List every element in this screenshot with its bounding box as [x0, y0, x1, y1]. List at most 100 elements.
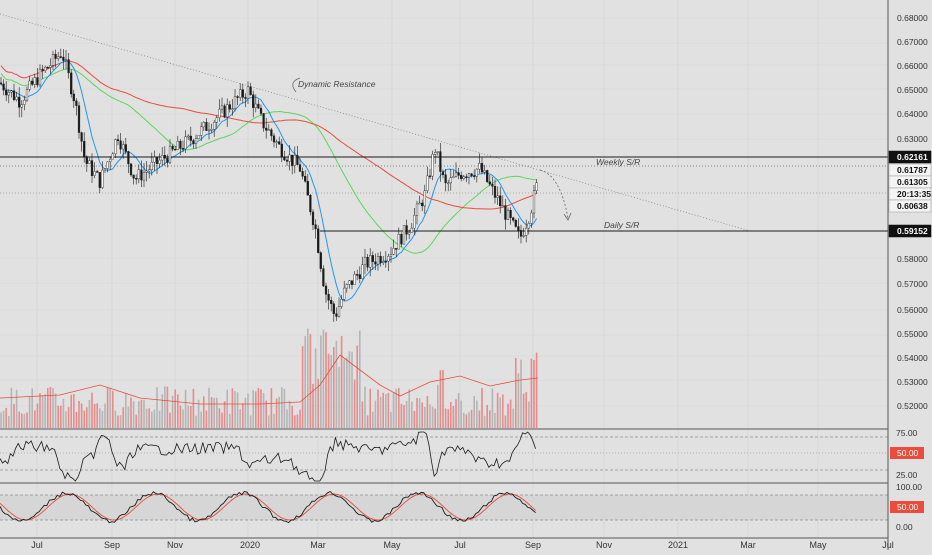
candle-body: [324, 285, 328, 295]
candle-body: [262, 113, 265, 129]
rsi-line: [0, 431, 536, 482]
volume-bar: [366, 415, 369, 428]
volume-bar: [364, 386, 366, 428]
volume-bar: [67, 407, 70, 428]
volume-bar: [478, 410, 481, 428]
volume-bar: [164, 386, 166, 428]
candle-body: [348, 280, 351, 285]
time-axis-label: Jul: [882, 540, 894, 550]
volume-bar: [39, 393, 41, 428]
volume-bar: [174, 389, 176, 428]
volume-bar: [260, 389, 262, 428]
candle-body: [421, 202, 424, 207]
stoch-d-line: [0, 493, 536, 521]
candle-body: [244, 97, 247, 99]
candle-body: [288, 154, 291, 162]
volume-bar: [278, 396, 280, 428]
volume-bar: [49, 386, 52, 428]
candle-body: [400, 234, 403, 245]
candle-body: [436, 151, 439, 153]
candle-body: [395, 248, 398, 250]
volume-bar: [143, 399, 145, 428]
time-axis-label: Sep: [104, 540, 120, 550]
volume-bar: [283, 388, 286, 428]
volume-bar: [465, 414, 468, 428]
candle-body: [103, 168, 107, 171]
candle-body: [439, 151, 442, 172]
candle-body: [444, 174, 447, 184]
volume-bar: [213, 397, 215, 428]
candle-body: [493, 186, 497, 198]
candle-body: [106, 161, 109, 169]
candle-body: [197, 135, 200, 140]
volume-bar: [0, 412, 2, 428]
volume-bar: [325, 332, 327, 428]
time-axis-label: Mar: [740, 540, 756, 550]
volume-bar: [444, 408, 447, 428]
candle-body: [457, 172, 460, 176]
candle-body: [327, 294, 330, 301]
volume-bar: [158, 410, 161, 428]
volume-bar: [88, 399, 91, 428]
stoch-pane: [0, 490, 888, 524]
volume-bar: [65, 411, 67, 428]
candle-body: [317, 228, 320, 253]
volume-bar: [73, 393, 75, 428]
candle-body: [293, 155, 296, 166]
volume-bar: [361, 401, 364, 428]
candle-body: [496, 195, 499, 198]
candle-body: [142, 172, 146, 181]
volume-bar: [405, 400, 408, 428]
candle-body: [358, 274, 361, 279]
price-axis-background: [888, 0, 932, 550]
volume-bar: [390, 411, 392, 428]
candle-body: [161, 155, 164, 161]
volume-bar: [57, 405, 59, 428]
candle-body: [75, 100, 78, 106]
volume-bar: [99, 408, 101, 428]
volume-bar: [450, 401, 452, 428]
candle-body: [309, 195, 312, 213]
price-tick-label: 0.52000: [897, 401, 928, 411]
candle-body: [96, 171, 99, 173]
volume-bar: [70, 394, 72, 428]
price-tick-label: 0.66000: [897, 61, 928, 71]
candle-body: [410, 227, 413, 233]
candle-body: [168, 145, 172, 163]
price-tick-label: 0.57000: [897, 279, 928, 289]
volume-bar: [78, 400, 80, 428]
candle-body: [137, 169, 140, 180]
candle-body: [462, 176, 465, 179]
volume-ma-line: [0, 354, 539, 405]
candle-body: [311, 211, 315, 225]
volume-bar: [117, 415, 119, 428]
volume-bar: [400, 403, 403, 428]
volume-bar: [533, 360, 535, 428]
candle-body: [132, 174, 135, 179]
candle-body: [519, 230, 523, 237]
candle-body: [124, 144, 127, 152]
time-axis-labels: Jul Sep Nov 2020 Mar May Jul Sep Nov 2021 Mar May Ju…: [31, 540, 894, 550]
volume-bar: [520, 359, 522, 428]
volume-bar: [455, 399, 457, 428]
candle-body: [522, 235, 525, 237]
candle-body: [525, 227, 528, 236]
volume-bar: [268, 415, 270, 428]
candle-body: [72, 93, 75, 102]
candle-body: [330, 300, 333, 304]
volume-bar: [148, 408, 150, 428]
volume-bar: [54, 393, 57, 428]
volume-bar: [112, 391, 114, 428]
volume-bar: [286, 409, 288, 428]
candle-body: [12, 90, 16, 100]
volume-bar: [119, 415, 122, 428]
volume-bar: [114, 410, 117, 428]
volume-bar: [28, 396, 31, 428]
candle-body: [447, 182, 450, 185]
volume-bar: [197, 399, 200, 428]
volume-bar: [481, 388, 483, 428]
volume-bar: [447, 409, 449, 428]
volume-bar: [509, 399, 512, 428]
candle-body: [179, 140, 182, 149]
